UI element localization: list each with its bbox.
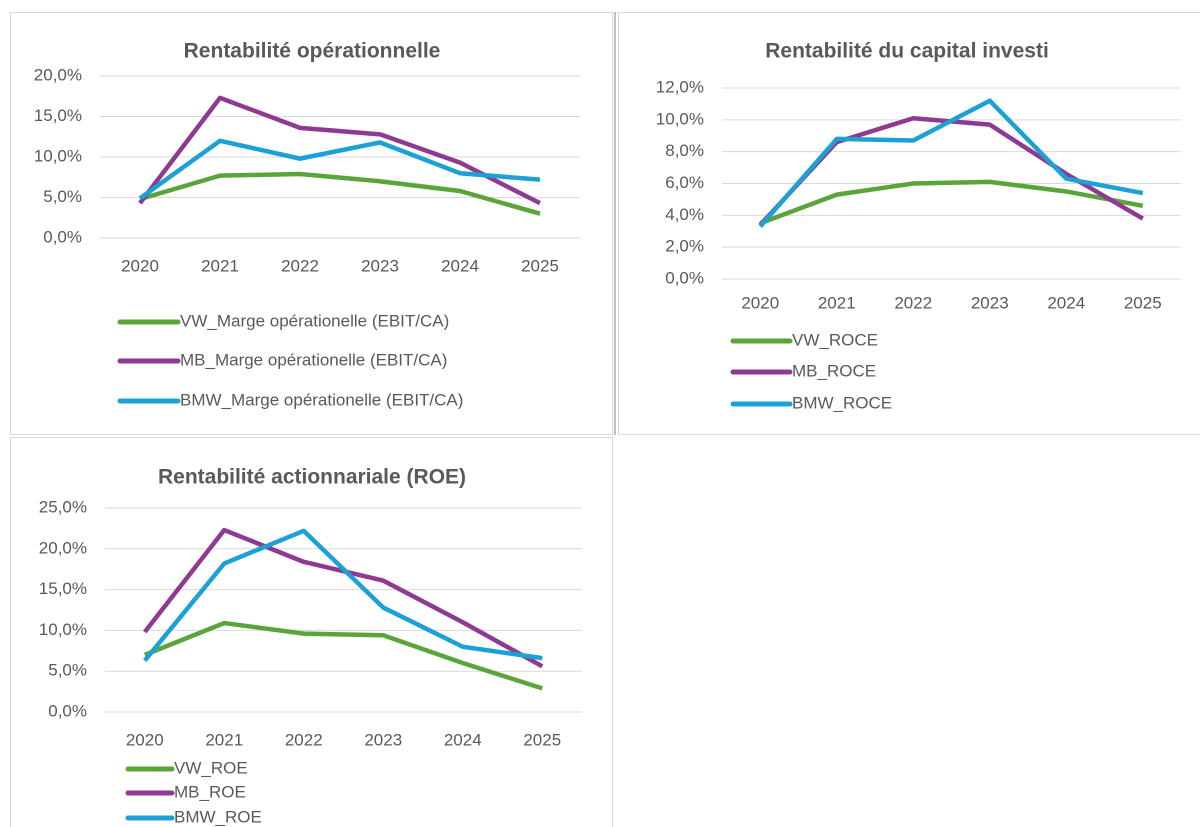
y-tick-label: 20,0% [34, 65, 82, 84]
x-tick-label: 2025 [521, 256, 559, 275]
x-tick-label: 2021 [818, 293, 856, 312]
series-line [143, 620, 543, 691]
series-line [138, 138, 541, 201]
chart-title: Rentabilité actionnariale (ROE) [158, 466, 466, 489]
chart-title: Rentabilité du capital investi [765, 40, 1049, 63]
x-tick-label: 2023 [361, 256, 399, 275]
series-line [143, 528, 543, 663]
series-line [139, 171, 541, 216]
x-tick-label: 2020 [741, 293, 779, 312]
y-tick-label: 6,0% [665, 173, 704, 192]
x-tick-label: 2022 [894, 293, 932, 312]
legend-label: VW_Marge opérationelle (EBIT/CA) [180, 311, 449, 330]
legend-label: BMW_ROCE [792, 393, 892, 412]
x-tick-label: 2020 [126, 730, 164, 749]
y-tick-label: 15,0% [39, 579, 87, 598]
x-tick-label: 2021 [205, 730, 243, 749]
panel [10, 437, 613, 827]
legend-label: MB_ROCE [792, 361, 876, 380]
y-tick-label: 25,0% [39, 497, 87, 516]
y-tick-label: 2,0% [665, 237, 704, 256]
y-tick-label: 5,0% [48, 661, 87, 680]
y-tick-label: 10,0% [656, 109, 704, 128]
series-line [758, 98, 1144, 228]
x-tick-label: 2023 [971, 293, 1009, 312]
y-tick-label: 0,0% [48, 701, 87, 720]
y-tick-label: 0,0% [43, 227, 82, 246]
legend-label: BMW_Marge opérationelle (EBIT/CA) [180, 390, 463, 409]
y-tick-label: 4,0% [665, 205, 704, 224]
y-tick-label: 0,0% [665, 268, 704, 287]
x-tick-label: 2020 [121, 256, 159, 275]
x-tick-label: 2025 [523, 730, 561, 749]
series-line [759, 179, 1144, 226]
y-tick-label: 8,0% [665, 141, 704, 160]
panel [618, 12, 1200, 435]
chart-title: Rentabilité opérationnelle [184, 40, 441, 63]
panel [10, 12, 613, 435]
x-tick-label: 2022 [281, 256, 319, 275]
legend-label: MB_Marge opérationelle (EBIT/CA) [180, 350, 447, 369]
legend-label: MB_ROE [174, 782, 246, 801]
x-tick-label: 2023 [364, 730, 402, 749]
legend-label: BMW_ROE [174, 807, 262, 826]
legend-label: VW_ROCE [792, 330, 878, 349]
y-tick-label: 12,0% [656, 77, 704, 96]
x-tick-label: 2024 [444, 730, 482, 749]
y-tick-label: 5,0% [43, 187, 82, 206]
legend-label: VW_ROE [174, 758, 248, 777]
y-tick-label: 10,0% [34, 146, 82, 165]
x-tick-label: 2025 [1124, 293, 1162, 312]
x-tick-label: 2024 [1047, 293, 1085, 312]
y-tick-label: 20,0% [39, 538, 87, 557]
series-line [138, 95, 542, 206]
x-tick-label: 2021 [201, 256, 239, 275]
y-tick-label: 10,0% [39, 620, 87, 639]
y-tick-label: 15,0% [34, 106, 82, 125]
x-tick-label: 2022 [285, 730, 323, 749]
x-tick-label: 2024 [441, 256, 479, 275]
